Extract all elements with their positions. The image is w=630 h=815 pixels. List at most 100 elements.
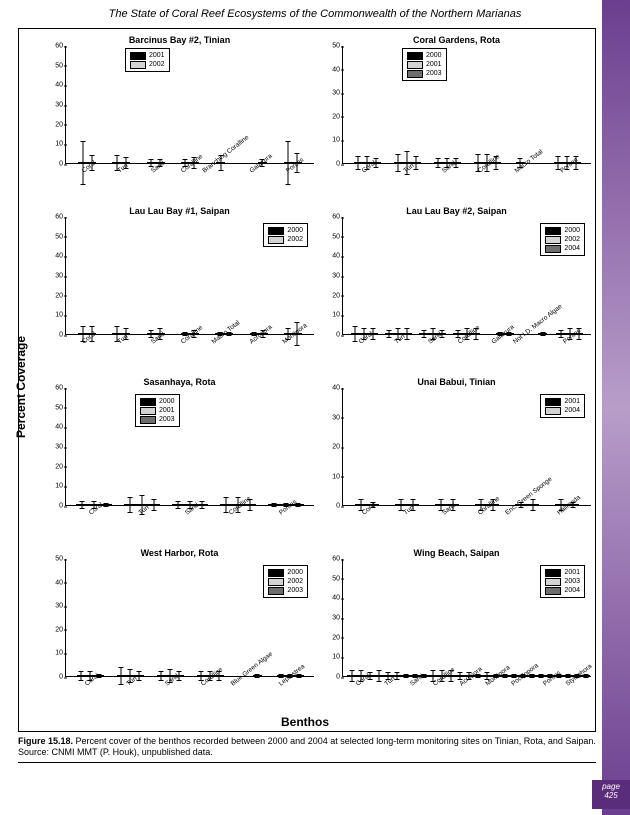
bar-group: Galaxura: [241, 162, 275, 163]
bar-group: Coral: [70, 162, 104, 163]
bar: [172, 504, 184, 505]
category-label: Not I.D. Macro Algae: [512, 303, 564, 345]
legend-row: 2003: [545, 577, 580, 586]
category-label: Turf: [402, 162, 415, 174]
legend-row: 2000: [545, 226, 580, 235]
charts-grid: Barcinus Bay #2, TinianCoralTurfSandCora…: [45, 35, 591, 717]
error-bar: [531, 674, 532, 678]
bar: [395, 504, 407, 505]
error-bar: [151, 330, 152, 338]
legend-label: 2003: [287, 586, 303, 595]
error-bar: [288, 141, 289, 184]
y-tick: 20: [47, 121, 63, 128]
y-tick: 40: [47, 253, 63, 260]
bar: [112, 162, 121, 163]
y-tick: 60: [324, 556, 340, 563]
page-num: 425: [604, 791, 617, 800]
chart-title: Unai Babui, Tinian: [322, 377, 591, 387]
chart: Wing Beach, SaipanCoralTurfSandCoralline…: [322, 548, 591, 717]
category-label: Galaxura: [491, 324, 516, 346]
bar-group: Turf: [104, 333, 138, 334]
bar-group: Stylophora: [563, 675, 590, 676]
y-tick: 40: [324, 66, 340, 73]
error-bar: [416, 156, 417, 170]
y-tick: 20: [324, 292, 340, 299]
legend: 20012004: [540, 394, 585, 418]
legend-swatch: [545, 578, 561, 586]
chart: West Harbor, RotaCoralTurfSandCorallineB…: [45, 548, 314, 717]
legend-label: 2002: [149, 60, 165, 69]
error-bar: [358, 156, 359, 170]
legend-row: 2003: [407, 69, 442, 78]
chart-title: Lau Lau Bay #1, Saipan: [45, 206, 314, 216]
error-bar: [396, 672, 397, 680]
error-bar: [398, 154, 399, 173]
legend-label: 2002: [287, 235, 303, 244]
error-bar: [459, 672, 460, 680]
bar-group: Coral: [347, 162, 387, 163]
y-tick: 0: [324, 332, 340, 339]
bar: [554, 162, 563, 163]
bar-group: Sand: [401, 675, 428, 676]
category-label: Turf: [383, 675, 396, 687]
legend-row: 2004: [545, 586, 580, 595]
bar-group: Coral: [70, 504, 118, 505]
y-tick: 30: [324, 414, 340, 421]
figure-caption: Figure 15.18. Percent cover of the benth…: [18, 736, 596, 763]
bar: [374, 675, 383, 676]
y-tick: 10: [324, 137, 340, 144]
chart: Lau Lau Bay #1, SaipanCoralTurfSandCoral…: [45, 206, 314, 375]
error-bar: [405, 674, 406, 678]
legend-row: 2001: [140, 406, 175, 415]
bar-group: Coralline: [173, 333, 207, 334]
caption-lead: Figure 15.18.: [18, 736, 73, 746]
y-tick: 50: [47, 556, 63, 563]
bar: [538, 333, 547, 334]
bar-group: Coralline: [467, 162, 507, 163]
error-bar: [161, 671, 162, 680]
legend-swatch: [268, 587, 284, 595]
legend-row: 2001: [545, 568, 580, 577]
error-bar: [351, 670, 352, 682]
legend-label: 2004: [564, 406, 580, 415]
category-label: Coralline: [200, 666, 225, 687]
legend-swatch: [407, 52, 423, 60]
bar-group: Turf: [387, 162, 427, 163]
y-tick: 30: [47, 444, 63, 451]
legend-row: 2001: [545, 397, 580, 406]
legend-label: 2003: [564, 577, 580, 586]
bar-group: Sand: [139, 162, 173, 163]
legend-label: 2003: [426, 69, 442, 78]
bar: [253, 675, 262, 676]
x-axis-label: Benthos: [19, 715, 591, 729]
error-bar: [130, 497, 131, 513]
y-tick: 40: [324, 253, 340, 260]
bar-group: Porites: [262, 504, 310, 505]
y-tick: 20: [47, 463, 63, 470]
bar: [482, 675, 491, 676]
chart-title: West Harbor, Rota: [45, 548, 314, 558]
page-label: page: [602, 782, 620, 791]
error-bar: [139, 671, 140, 680]
y-tick: 20: [324, 113, 340, 120]
page-header: The State of Coral Reef Ecosystems of th…: [0, 0, 630, 24]
legend-swatch: [268, 236, 284, 244]
legend-swatch: [140, 407, 156, 415]
y-tick: 30: [47, 102, 63, 109]
plot-area: CoralTurfSandCorallineMacro TotalPorites…: [342, 46, 591, 164]
y-tick: 50: [47, 404, 63, 411]
error-bar: [82, 141, 83, 184]
error-bar: [226, 497, 227, 513]
bar: [112, 333, 121, 334]
legend-swatch: [545, 407, 561, 415]
bar: [77, 675, 86, 676]
bar-group: Montipora: [276, 333, 310, 334]
y-tick: 10: [324, 654, 340, 661]
error-bar: [355, 326, 356, 342]
y-tick: 10: [47, 312, 63, 319]
chart-title: Lau Lau Bay #2, Saipan: [322, 206, 591, 216]
category-label: Turf: [117, 162, 130, 174]
error-bar: [121, 667, 122, 686]
bar: [355, 504, 367, 505]
bar-group: Coral: [347, 504, 387, 505]
